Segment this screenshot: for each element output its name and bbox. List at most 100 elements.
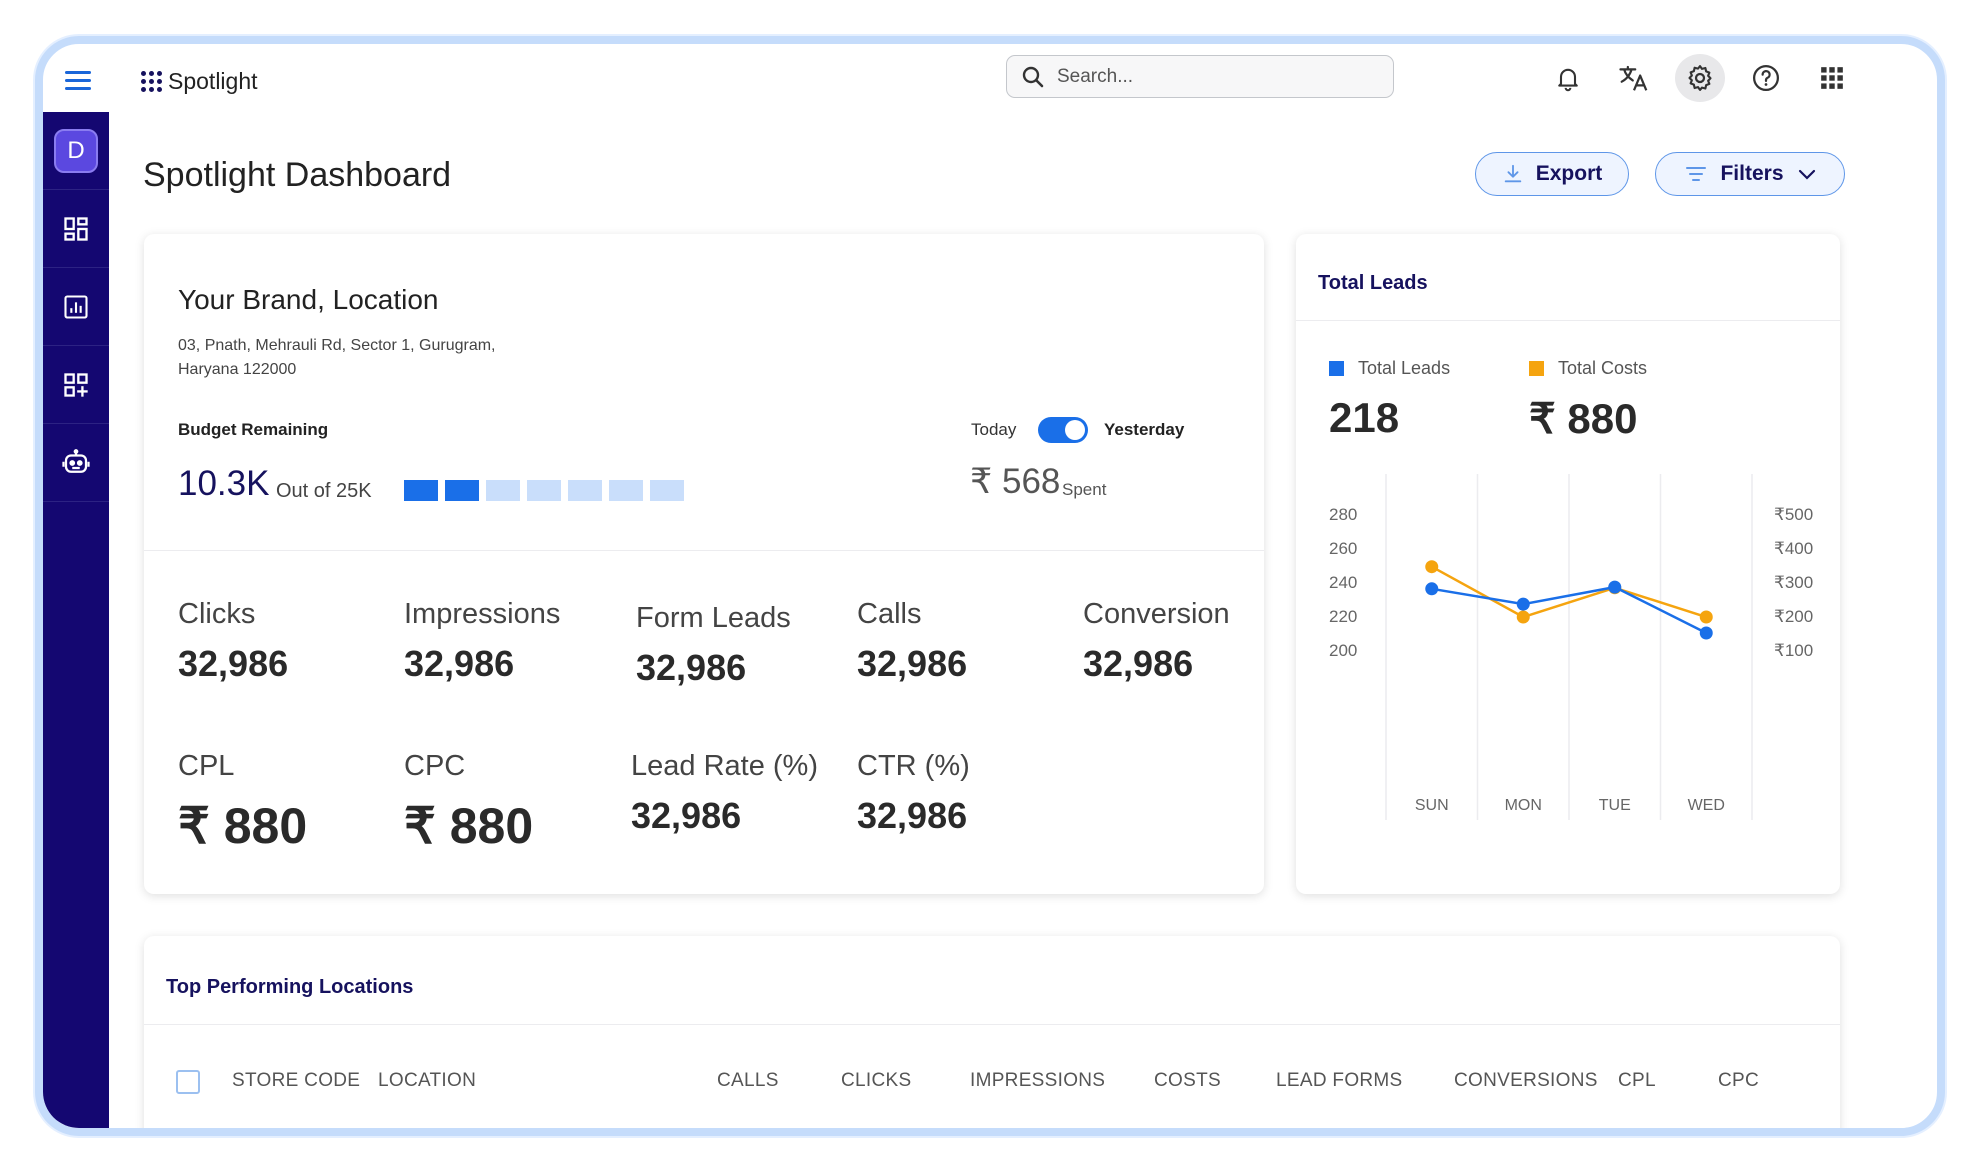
legend-label: Total Costs [1558,358,1648,378]
legend-label: Total Leads [1358,358,1451,378]
menu-icon[interactable] [65,71,91,91]
metric-impressions: Impressions 32,986 [404,598,560,685]
metric-label: CPC [404,750,466,782]
budget-segment [527,480,561,501]
metric-value: 32,986 [1083,643,1194,684]
legend-swatch [1329,361,1344,376]
budget-segment [404,480,438,501]
metric-value: ₹ 880 [404,798,534,854]
select-all-checkbox[interactable] [176,1070,200,1094]
logo-text: Spotlight [168,68,258,94]
column-header-clicks[interactable]: CLICKS [841,1070,912,1091]
data-point [1425,560,1439,574]
data-point [1516,610,1530,624]
bot-icon[interactable] [43,424,109,502]
y-right-tick-label: ₹100 [1774,641,1813,660]
spent-label: Spent [1062,480,1107,499]
y-left-tick-label: 220 [1329,607,1357,626]
divider [144,1024,1840,1025]
x-tick-label: WED [1688,797,1725,814]
budget-segment [568,480,602,501]
legend-swatch [1529,361,1544,376]
metric-value: 32,986 [636,647,747,688]
x-tick-label: SUN [1415,797,1449,814]
metric-value: 32,986 [631,795,742,836]
metric-cpc: CPC ₹ 880 [404,750,533,855]
metric-cpl: CPL ₹ 880 [178,750,307,855]
budget-out-of: Out of 25K [276,480,372,502]
budget-segment [650,480,684,501]
apps-grid-icon[interactable] [1807,54,1857,102]
budget-value: 10.3K [178,464,270,503]
budget-label: Budget Remaining [178,420,329,439]
bell-icon[interactable] [1543,54,1593,102]
help-icon[interactable] [1741,54,1791,102]
column-header-calls[interactable]: CALLS [717,1070,779,1091]
filters-button[interactable]: Filters [1655,152,1845,196]
data-point [1699,610,1713,624]
column-header-lead-forms[interactable]: LEAD FORMS [1276,1070,1403,1091]
logo[interactable]: Spotlight [141,68,258,95]
settings-icon[interactable] [1675,54,1725,102]
chevron-down-icon [1798,169,1815,180]
translate-icon[interactable] [1609,54,1659,102]
top-bar: Spotlight [43,44,1937,112]
column-header-store-code[interactable]: STORE CODE [232,1070,361,1091]
y-left-tick-label: 240 [1329,573,1357,592]
metric-clicks: Clicks 32,986 [178,598,288,685]
logo-dots-icon [141,71,162,92]
data-point [1425,582,1439,596]
metric-value: 32,986 [857,795,968,836]
y-left-tick-label: 200 [1329,641,1357,660]
report-icon[interactable] [43,268,109,346]
data-point [1516,597,1530,611]
metric-form-leads: Form Leads 32,986 [636,602,791,689]
total-costs-value: ₹ 880 [1529,395,1638,442]
column-header-cpc[interactable]: CPC [1718,1070,1760,1091]
export-label: Export [1535,162,1603,185]
leads-line-chart: 280 260 240 220 200 ₹500 ₹400 ₹300 ₹200 ₹100 SUN MO… [1329,474,1813,820]
total-leads-value: 218 [1329,394,1400,441]
sidebar-avatar[interactable]: D [43,112,109,190]
metric-value: 32,986 [178,643,289,684]
y-right-tick-label: ₹500 [1774,505,1813,524]
series-line [1431,565,1707,619]
column-header-cpl[interactable]: CPL [1618,1070,1656,1091]
spent-value: ₹ 568 [970,462,1061,501]
total-leads-card: Total Leads Total Leads Total Costs 218 … [1296,234,1840,894]
y-right-tick-label: ₹400 [1774,539,1813,558]
metric-label: CPL [178,750,235,782]
legend-total-costs: Total Costs [1529,358,1647,379]
export-button[interactable]: Export [1475,152,1629,196]
data-point [1608,580,1622,594]
x-tick-label: TUE [1599,797,1631,814]
divider [1296,320,1840,321]
brand-address: 03, Pnath, Mehrauli Rd, Sector 1, Gurugr… [178,334,578,382]
top-locations-card: Top Performing Locations STORE CODE LOCA… [144,936,1840,1128]
metric-label: Form Leads [636,602,791,634]
today-yesterday-toggle[interactable] [1038,417,1088,443]
search-box[interactable] [1006,55,1394,98]
data-point [1699,626,1713,640]
column-header-costs[interactable]: COSTS [1154,1070,1221,1091]
column-header-impressions[interactable]: IMPRESSIONS [970,1070,1106,1091]
metric-value: ₹ 880 [178,798,308,854]
metric-label: CTR (%) [857,750,970,782]
dashboard-icon[interactable] [43,190,109,268]
filter-icon [1686,167,1707,181]
page-title: Spotlight Dashboard [143,156,452,194]
metric-label: Impressions [404,598,561,630]
metric-conversion: Conversion 32,986 [1083,598,1230,685]
legend-total-leads: Total Leads [1329,358,1450,379]
metric-label: Clicks [178,598,256,630]
brand-metrics-card: Your Brand, Location 03, Pnath, Mehrauli… [144,234,1264,894]
series-line [1431,585,1707,635]
toggle-today-label: Today [971,420,1017,439]
column-header-location[interactable]: LOCATION [378,1070,477,1091]
search-input[interactable] [1055,64,1355,89]
add-widget-icon[interactable] [43,346,109,424]
column-header-conversions[interactable]: CONVERSIONS [1454,1070,1598,1091]
budget-segment [486,480,520,501]
x-tick-label: MON [1505,797,1542,814]
y-left-tick-label: 280 [1329,505,1357,524]
